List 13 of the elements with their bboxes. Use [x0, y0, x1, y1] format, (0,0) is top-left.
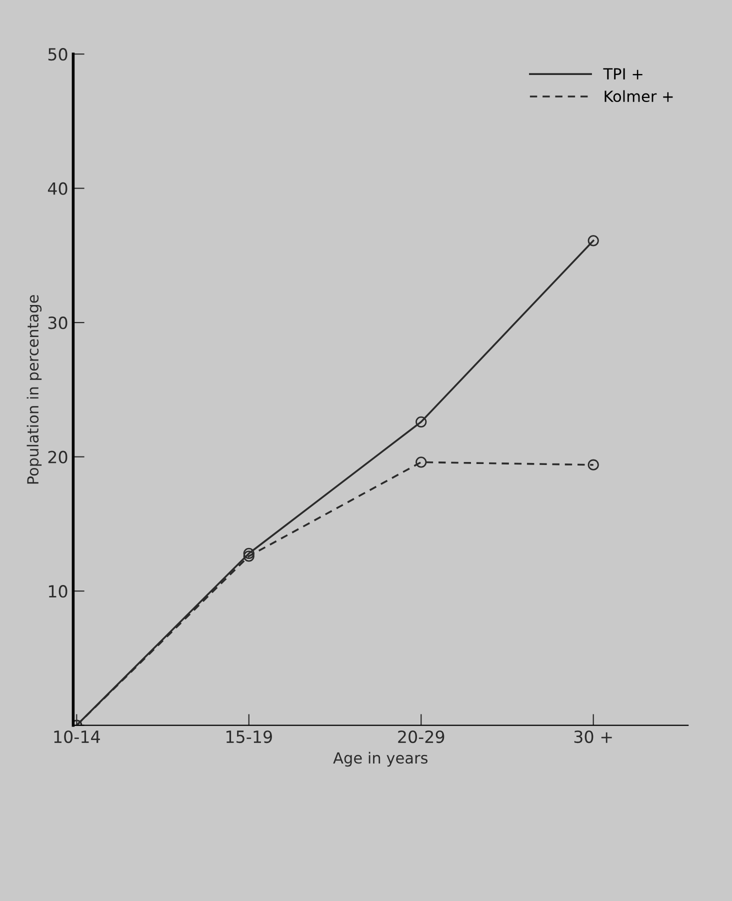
x-tick-label: 30 + [574, 730, 612, 744]
x-tick-label: 20-29 [398, 730, 444, 744]
x-tick-label: 10-14 [54, 730, 100, 744]
x-axis-title: Age in years [333, 752, 428, 767]
x-tick-label: 15-19 [226, 730, 272, 744]
legend-label: TPI + [603, 68, 642, 80]
y-tick-label: 50 [48, 48, 68, 61]
y-tick-label: 20 [48, 450, 68, 464]
y-tick-label: 10 [48, 585, 68, 598]
y-tick-label: 40 [48, 182, 68, 195]
y-axis-title: Population in percentage [26, 295, 42, 484]
legend-label: Kolmer + [604, 90, 673, 102]
y-tick-label: 30 [48, 316, 68, 330]
